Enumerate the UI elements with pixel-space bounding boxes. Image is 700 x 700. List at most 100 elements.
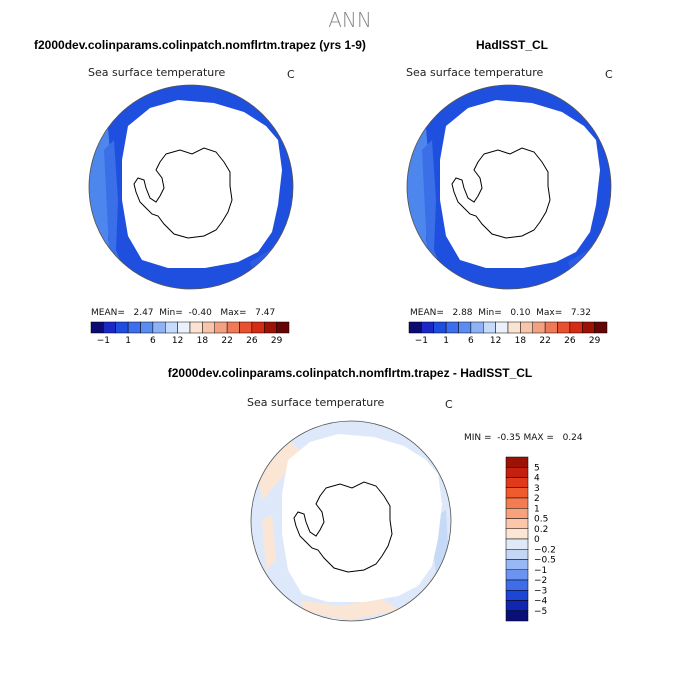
panel-1-map-border bbox=[88, 84, 294, 290]
panel-3-min-value: -0.35 bbox=[497, 433, 521, 443]
panel-3-unit: C bbox=[445, 398, 453, 411]
panel-1-stats: MEAN= 2.47 Min= -0.40 Max= 7.47 bbox=[91, 308, 275, 318]
panel-2-variable-title: Sea surface temperature bbox=[406, 66, 544, 79]
panel-3-colorbar-cell bbox=[505, 467, 529, 478]
panel-1-map bbox=[88, 84, 294, 290]
panel-1-colorbar-tick-label: 1 bbox=[125, 336, 131, 346]
panel-1-colorbar-cell bbox=[152, 321, 166, 334]
panel-1-colorbar-cell bbox=[251, 321, 265, 334]
panel-3-colorbar-tick-label: −4 bbox=[534, 597, 548, 607]
panel-1-unit: C bbox=[287, 68, 295, 81]
panel-3-colorbar-cell bbox=[505, 477, 529, 488]
panel-2-max-label: Max= bbox=[536, 308, 563, 318]
panel-2-colorbar-cell bbox=[421, 321, 434, 334]
panel-1-colorbar-tick-label: 29 bbox=[271, 336, 283, 346]
panel-3-max-label: MAX = bbox=[523, 433, 554, 443]
panel-2-colorbar-cell bbox=[520, 321, 533, 334]
panel-3-colorbar-tick-label: −0.5 bbox=[534, 556, 556, 566]
panel-2-colorbar-cell bbox=[408, 321, 422, 334]
panel-3-colorbar-cell bbox=[505, 528, 529, 540]
panel-3-colorbar-cell bbox=[505, 559, 529, 570]
panel-2-colorbar-cell bbox=[594, 321, 608, 334]
panel-2-unit: C bbox=[605, 68, 613, 81]
panel-3-map-border bbox=[250, 420, 452, 622]
panel-2-colorbar-cell bbox=[470, 321, 484, 334]
panel-1-colorbar-tick-label: 26 bbox=[246, 336, 258, 346]
panel-1-colorbar-tick-label: 12 bbox=[172, 336, 183, 346]
panel-3-sea-ice bbox=[282, 434, 442, 602]
panel-3-colorbar-tick-label: 0.2 bbox=[534, 525, 548, 535]
panel-3-colorbar-tick-label: 0.5 bbox=[534, 515, 548, 525]
panel-2-colorbar-cell bbox=[582, 321, 595, 334]
panel-2-colorbar-tick-label: 18 bbox=[515, 336, 527, 346]
panel-3-colorbar-tick-label: 2 bbox=[534, 494, 540, 504]
panel-2-min-value: 0.10 bbox=[510, 308, 531, 318]
panel-1-min-label: Min= bbox=[159, 308, 183, 318]
panel-3-colorbar-cell bbox=[505, 569, 529, 581]
panel-1-colorbar-cell bbox=[202, 321, 215, 334]
panel-1-colorbar-cell bbox=[177, 321, 191, 334]
panel-2-colorbar-cell bbox=[458, 321, 472, 334]
panel-2-colorbar-tick-label: 1 bbox=[443, 336, 449, 346]
panel-2-map bbox=[406, 84, 612, 290]
panel-1-variable-title: Sea surface temperature bbox=[88, 66, 226, 79]
panel-2-stats: MEAN= 2.88 Min= 0.10 Max= 7.32 bbox=[410, 308, 591, 318]
panel-3-colorbar-tick-label: −0.2 bbox=[534, 545, 556, 555]
panel-1-colorbar-cell bbox=[239, 321, 253, 334]
panel-2-colorbar-cell bbox=[483, 321, 496, 334]
panel-1-mid-band bbox=[104, 140, 126, 276]
panel-2-max-value: 7.32 bbox=[570, 308, 591, 318]
panel-3-colorbar-cell bbox=[505, 590, 529, 601]
panel-3-colorbar-cell bbox=[505, 456, 529, 468]
panel-3-colorbar-tick-label: 3 bbox=[534, 484, 540, 494]
panel-2-colorbar-cell bbox=[544, 321, 558, 334]
panel-2-colorbar-cell bbox=[569, 321, 583, 334]
panel-2-mean-label: MEAN= bbox=[410, 308, 444, 318]
panel-3-colorbar-tick-label: 4 bbox=[534, 474, 540, 484]
panel-2-colorbar-tick-label: −1 bbox=[415, 336, 428, 346]
panel-1-colorbar-tick-label: 22 bbox=[221, 336, 232, 346]
panel-1-sea-ice bbox=[122, 100, 282, 268]
panel-2-colorbar-cell bbox=[445, 321, 459, 334]
panel-3-positive-patch-w bbox=[262, 515, 276, 570]
panel-1-colorbar-cell bbox=[140, 321, 154, 334]
main-title: ANN bbox=[328, 8, 372, 32]
panel-2-colorbar-cell bbox=[507, 321, 521, 334]
panel-3-map bbox=[250, 420, 452, 622]
panel-3-max-value: 0.24 bbox=[562, 433, 583, 443]
panel-2-colorbar-tick-label: 29 bbox=[589, 336, 601, 346]
panel-3-colorbar-cell bbox=[505, 518, 529, 529]
panel-2-colorbar-tick-label: 6 bbox=[468, 336, 474, 346]
panel-1-colorbar-cell bbox=[165, 321, 178, 334]
panel-3-colorbar-cell bbox=[505, 497, 529, 509]
panel-3-stats: MIN = -0.35 MAX = 0.24 bbox=[464, 433, 583, 443]
panel-3-variable-title: Sea surface temperature bbox=[247, 396, 385, 409]
panel-1-colorbar-tick-label: −1 bbox=[97, 336, 110, 346]
panel-3-colorbar-tick-label: 0 bbox=[534, 535, 540, 545]
panel-2-title: HadISST_CL bbox=[476, 38, 549, 52]
panel-1-max-label: Max= bbox=[220, 308, 247, 318]
panel-1-colorbar-cell bbox=[214, 321, 228, 334]
panel-3-colorbar-cell bbox=[505, 600, 529, 611]
panel-1-title: f2000dev.colinparams.colinpatch.nomflrtm… bbox=[34, 38, 366, 52]
panel-3-colorbar-tick-label: −5 bbox=[534, 607, 547, 617]
panel-3-colorbar-cell bbox=[505, 487, 529, 499]
panel-1-colorbar-cell bbox=[103, 321, 116, 334]
panel-3-positive-patch-s bbox=[300, 598, 400, 620]
panel-2-colorbar: −1 1 6 12 18 22 26 29 bbox=[408, 321, 608, 346]
panel-2-mean-value: 2.88 bbox=[452, 308, 473, 318]
panel-3-colorbar-cell bbox=[505, 610, 529, 622]
panel-3-colorbar-cell bbox=[505, 508, 529, 519]
panel-2-colorbar-tick-label: 12 bbox=[490, 336, 501, 346]
panel-1-colorbar-tick-label: 18 bbox=[197, 336, 209, 346]
panel-3-min-label: MIN = bbox=[464, 433, 492, 443]
panel-3-colorbar-tick-label: 5 bbox=[534, 463, 540, 473]
panel-2-colorbar-cell bbox=[557, 321, 571, 334]
panel-2-colorbar-cell bbox=[433, 321, 447, 334]
panel-1-mean-value: 2.47 bbox=[133, 308, 154, 318]
panel-2-colorbar-tick-label: 22 bbox=[539, 336, 550, 346]
panel-3-colorbar-tick-label: −2 bbox=[534, 576, 547, 586]
panel-3-colorbar-tick-label: 1 bbox=[534, 504, 540, 514]
